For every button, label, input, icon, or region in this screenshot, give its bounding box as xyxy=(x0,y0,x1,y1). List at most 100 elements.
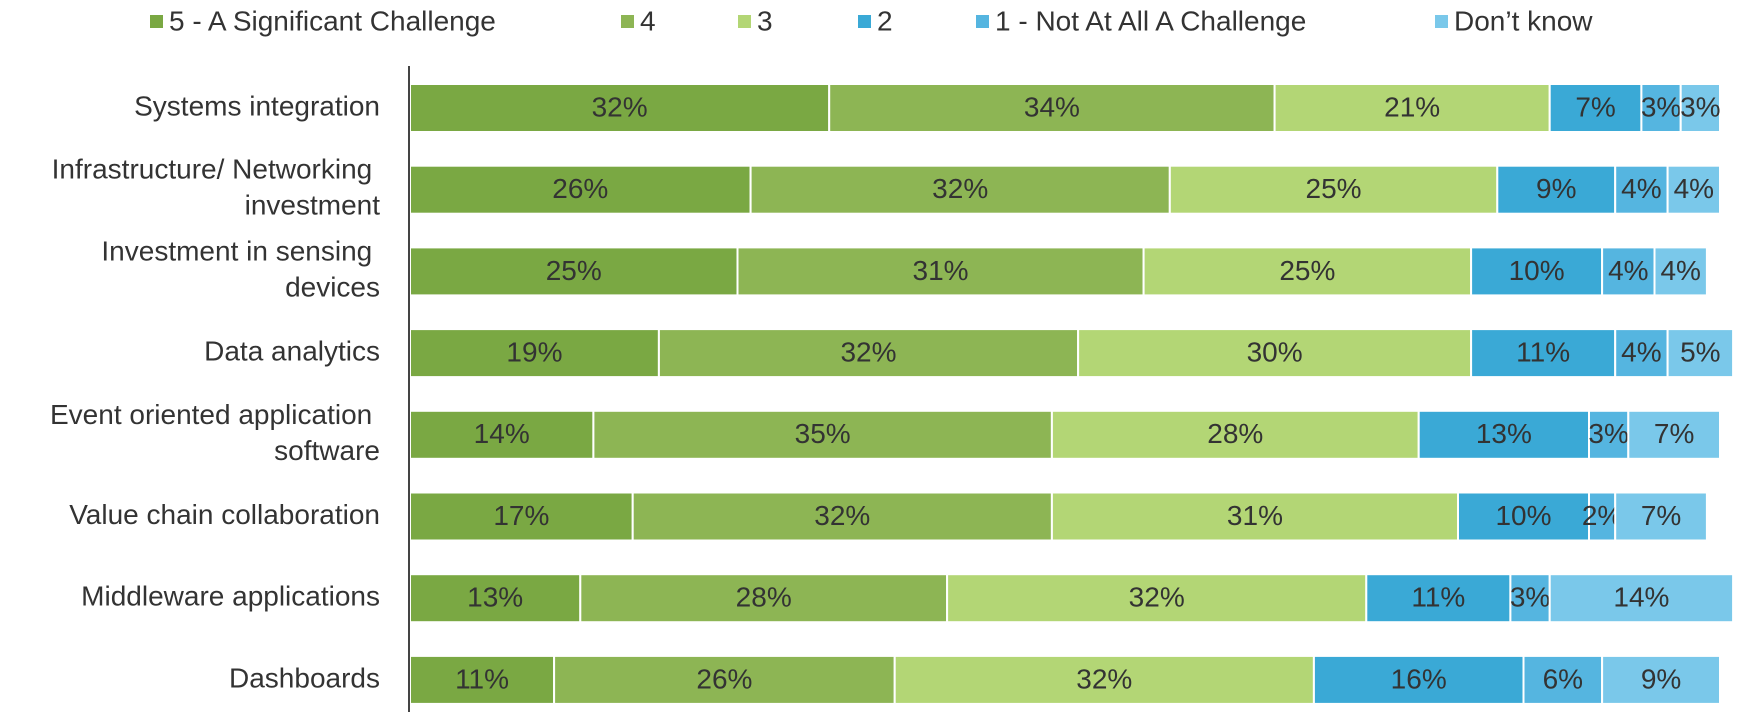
category-label: Investment in sensing devices xyxy=(101,236,380,303)
data-label: 30% xyxy=(1247,336,1303,367)
bar-segment xyxy=(409,164,752,215)
bar-segment xyxy=(1640,83,1682,133)
bar-segment xyxy=(1601,654,1721,705)
legend-swatch xyxy=(621,15,634,28)
data-label: 6% xyxy=(1543,663,1583,694)
data-label: 28% xyxy=(736,582,792,613)
data-label: 14% xyxy=(1613,582,1669,613)
bar-segment xyxy=(1627,409,1722,460)
bar-segment xyxy=(1417,409,1590,460)
legend-label: 4 xyxy=(640,5,656,36)
bar-segment xyxy=(1614,491,1708,542)
data-label: 11% xyxy=(1516,336,1570,367)
bar-segment xyxy=(1077,328,1473,379)
data-label: 11% xyxy=(1411,582,1465,613)
legend-swatch xyxy=(150,15,163,28)
bar-segment xyxy=(1614,328,1669,379)
legend-label: 5 - A Significant Challenge xyxy=(169,5,496,36)
bar-segment xyxy=(1470,328,1617,379)
bar-segment xyxy=(1588,491,1617,542)
data-label: 3% xyxy=(1588,418,1628,449)
legend-label: 3 xyxy=(757,5,773,36)
bar-segment xyxy=(409,328,660,379)
data-label: 25% xyxy=(1279,255,1335,286)
data-label: 3% xyxy=(1510,582,1550,613)
bar-segment xyxy=(1457,491,1590,542)
bar-segment xyxy=(1666,164,1721,215)
data-label: 26% xyxy=(696,663,752,694)
bar-segment xyxy=(1470,246,1604,297)
data-label: 4% xyxy=(1660,255,1700,286)
data-label: 4% xyxy=(1621,336,1661,367)
legend-swatch xyxy=(976,15,989,28)
data-label: 4% xyxy=(1674,173,1714,204)
bar-segment xyxy=(1653,246,1708,297)
data-label: 3% xyxy=(1641,91,1681,122)
data-label: 28% xyxy=(1207,418,1263,449)
data-label: 34% xyxy=(1024,91,1080,122)
data-label: 17% xyxy=(493,500,549,531)
bar-segment xyxy=(736,246,1145,297)
bar-segment xyxy=(409,409,595,460)
data-label: 10% xyxy=(1495,500,1551,531)
data-label: 32% xyxy=(1129,582,1185,613)
data-label: 7% xyxy=(1575,91,1615,122)
legend-label: 2 xyxy=(877,5,893,36)
bar-segment xyxy=(1588,409,1630,460)
data-label: 25% xyxy=(546,255,602,286)
data-label: 9% xyxy=(1641,663,1681,694)
data-label: 32% xyxy=(592,91,648,122)
bar-segment xyxy=(409,246,739,297)
legend-swatch xyxy=(738,15,751,28)
bar-segment xyxy=(1509,573,1551,624)
bar-segment xyxy=(1666,328,1735,379)
category-label: Dashboards xyxy=(229,662,380,693)
data-label: 32% xyxy=(932,173,988,204)
bar-segment xyxy=(1273,83,1551,133)
data-label: 7% xyxy=(1654,418,1694,449)
bar-segment xyxy=(1548,573,1735,624)
category-label: Middleware applications xyxy=(81,581,380,612)
bar-segment xyxy=(409,491,634,542)
bar-segment xyxy=(553,654,896,705)
data-label: 11% xyxy=(455,663,509,694)
bar-segment xyxy=(657,328,1080,379)
data-label: 3% xyxy=(1680,91,1720,122)
data-label: 16% xyxy=(1391,663,1447,694)
data-label: 5% xyxy=(1680,336,1720,367)
bar-segment xyxy=(1312,654,1525,705)
data-label: 10% xyxy=(1509,255,1565,286)
category-label: Value chain collaboration xyxy=(69,499,380,530)
bar-segment xyxy=(1496,164,1617,215)
category-label: Systems integration xyxy=(134,90,380,121)
legend-label: 1 - Not At All A Challenge xyxy=(995,5,1306,36)
data-label: 31% xyxy=(1227,500,1283,531)
bar-segment xyxy=(1168,164,1499,215)
legend-swatch xyxy=(1435,15,1448,28)
data-label: 14% xyxy=(474,418,530,449)
data-label: 13% xyxy=(467,582,523,613)
data-label: 21% xyxy=(1384,91,1440,122)
bar-segment xyxy=(579,573,949,624)
category-label: Infrastructure/ Networking investment xyxy=(52,154,381,221)
legend-label: Don’t know xyxy=(1454,5,1593,36)
data-label: 32% xyxy=(840,336,896,367)
data-label: 31% xyxy=(913,255,969,286)
bar-segment xyxy=(749,164,1171,215)
bar-segment xyxy=(1050,409,1420,460)
data-label: 4% xyxy=(1621,173,1661,204)
bar-segment xyxy=(409,83,831,133)
bar-segment xyxy=(946,573,1368,624)
bar-segment xyxy=(1601,246,1656,297)
category-label: Data analytics xyxy=(204,335,380,366)
data-label: 7% xyxy=(1641,500,1681,531)
data-label: 9% xyxy=(1536,173,1576,204)
data-label: 32% xyxy=(814,500,870,531)
category-label: Event oriented application software xyxy=(50,399,380,466)
data-label: 35% xyxy=(795,418,851,449)
data-label: 4% xyxy=(1608,255,1648,286)
data-label: 32% xyxy=(1076,663,1132,694)
data-label: 13% xyxy=(1476,418,1532,449)
